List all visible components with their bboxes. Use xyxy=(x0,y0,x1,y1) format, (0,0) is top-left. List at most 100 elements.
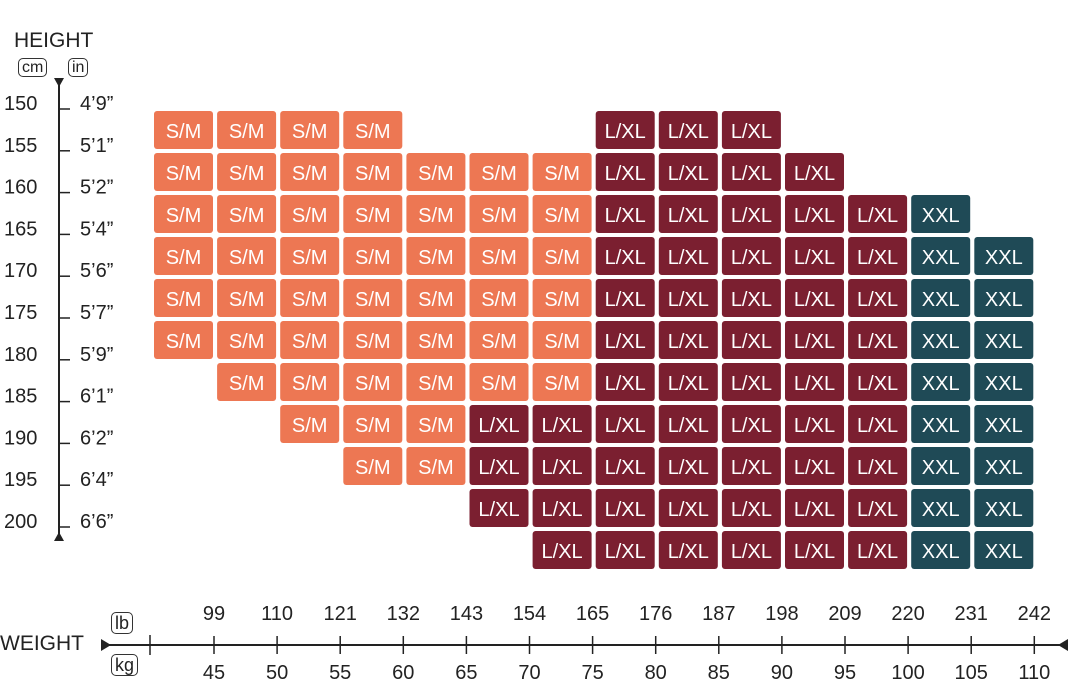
size-cell xyxy=(721,447,781,485)
height-tick-cm: 190 xyxy=(4,427,37,449)
size-cell-label: XXL xyxy=(985,289,1023,311)
size-cell-label: S/M xyxy=(544,205,580,227)
weight-axis-arrow-left xyxy=(101,639,111,651)
size-cell xyxy=(721,321,781,359)
height-tick-cm: 165 xyxy=(4,218,37,240)
size-cell xyxy=(721,405,781,443)
size-cell-label: S/M xyxy=(292,289,328,311)
size-cell xyxy=(406,279,466,317)
size-cell xyxy=(280,321,340,359)
size-cell-label: L/XL xyxy=(731,541,772,563)
size-cell xyxy=(343,321,403,359)
size-cell-label: XXL xyxy=(922,331,960,353)
height-unit-cm: cm xyxy=(18,58,48,77)
size-cell-label: S/M xyxy=(418,373,454,395)
size-cell-label: L/XL xyxy=(668,205,709,227)
size-cell xyxy=(721,111,781,149)
height-tick-cm: 150 xyxy=(4,93,37,115)
size-cell-label: L/XL xyxy=(794,499,835,521)
size-cell-label: S/M xyxy=(481,163,517,185)
size-cell xyxy=(658,363,718,401)
size-cell xyxy=(911,447,971,485)
size-cell-label: L/XL xyxy=(794,373,835,395)
size-cell xyxy=(343,405,403,443)
weight-tick-kg: 65 xyxy=(455,662,477,684)
size-cell xyxy=(469,405,529,443)
size-cell xyxy=(343,237,403,275)
size-cell xyxy=(595,279,655,317)
size-cell xyxy=(785,237,844,275)
size-cell-label: S/M xyxy=(418,331,454,353)
size-cell xyxy=(974,363,1034,401)
weight-axis-arrow-right xyxy=(1058,639,1068,651)
size-cell xyxy=(974,447,1034,485)
size-cell-label: L/XL xyxy=(605,499,646,521)
size-cell-label: L/XL xyxy=(857,205,898,227)
size-cell-label: L/XL xyxy=(731,121,772,143)
size-cell xyxy=(785,195,844,233)
size-cell xyxy=(406,237,466,275)
height-tick-in: 5’2” xyxy=(80,177,113,199)
weight-tick-kg: 75 xyxy=(581,662,603,684)
size-cell-label: S/M xyxy=(544,163,580,185)
size-cell-label: L/XL xyxy=(731,205,772,227)
weight-tick-lb: 231 xyxy=(955,603,988,625)
weight-tick-kg: 70 xyxy=(518,662,540,684)
size-cell-label: S/M xyxy=(355,163,391,185)
size-cell-label: S/M xyxy=(418,205,454,227)
size-cell-label: L/XL xyxy=(478,415,519,437)
height-tick-cm: 185 xyxy=(4,386,37,408)
size-cell xyxy=(406,321,466,359)
size-cell xyxy=(154,111,213,149)
size-cell-label: S/M xyxy=(229,121,265,143)
size-cell xyxy=(658,531,718,569)
size-cell-label: S/M xyxy=(229,205,265,227)
size-cell-label: XXL xyxy=(922,289,960,311)
size-cell-label: L/XL xyxy=(731,331,772,353)
size-cell xyxy=(532,489,592,527)
size-cell-label: L/XL xyxy=(857,457,898,479)
size-cell xyxy=(280,363,340,401)
size-cell xyxy=(217,195,277,233)
size-cell-label: S/M xyxy=(481,331,517,353)
size-cell-label: L/XL xyxy=(794,415,835,437)
size-cell-label: S/M xyxy=(355,121,391,143)
size-cell xyxy=(721,363,781,401)
size-cell xyxy=(785,279,844,317)
height-tick-in: 4’9” xyxy=(80,93,113,115)
size-cell xyxy=(280,237,340,275)
size-cell-label: L/XL xyxy=(668,499,709,521)
size-cell-label: S/M xyxy=(166,121,202,143)
size-cell xyxy=(154,195,213,233)
size-cell-label: L/XL xyxy=(668,373,709,395)
size-cell-label: L/XL xyxy=(794,163,835,185)
size-cell-label: L/XL xyxy=(542,415,583,437)
height-tick-in: 5’9” xyxy=(80,344,113,366)
height-axis-arrow-top xyxy=(54,78,64,87)
size-cell-label: L/XL xyxy=(794,205,835,227)
size-cell xyxy=(785,531,844,569)
size-cell xyxy=(785,447,844,485)
size-cell xyxy=(721,489,781,527)
size-cell-label: S/M xyxy=(166,247,202,269)
size-cell-label: S/M xyxy=(166,205,202,227)
size-cell-label: XXL xyxy=(922,247,960,269)
size-cell xyxy=(532,237,592,275)
size-cell xyxy=(343,363,403,401)
size-cell xyxy=(595,405,655,443)
size-cell xyxy=(469,363,529,401)
size-cell xyxy=(974,405,1034,443)
size-cell-label: L/XL xyxy=(668,331,709,353)
height-axis-arrow-bottom xyxy=(54,532,64,541)
size-cell-label: XXL xyxy=(985,415,1023,437)
size-cell xyxy=(343,111,403,149)
weight-tick-kg: 60 xyxy=(392,662,414,684)
height-tick-in: 6’2” xyxy=(80,427,113,449)
size-cell xyxy=(974,531,1034,569)
size-cell xyxy=(469,195,529,233)
size-cell xyxy=(911,405,971,443)
weight-tick-kg: 80 xyxy=(645,662,667,684)
size-cell xyxy=(532,447,592,485)
size-cell xyxy=(595,321,655,359)
size-cell-label: S/M xyxy=(418,163,454,185)
